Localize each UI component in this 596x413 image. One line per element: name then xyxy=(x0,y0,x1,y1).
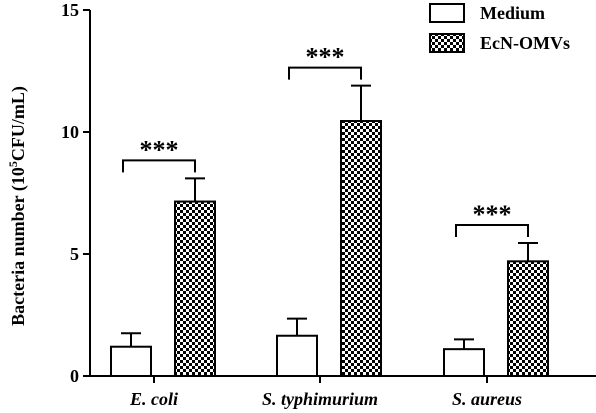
x-tick-label: E. coli xyxy=(129,389,178,409)
y-tick-label: 15 xyxy=(61,0,79,20)
x-tick-label: S. typhimurium xyxy=(262,389,378,409)
legend-label: Medium xyxy=(480,3,545,23)
bar-ecn-omvs xyxy=(340,120,382,377)
legend-label: EcN-OMVs xyxy=(480,33,570,53)
legend: Medium EcN-OMVs xyxy=(429,3,570,53)
bars xyxy=(110,84,549,378)
significance-label: *** xyxy=(140,135,179,164)
significance-bracket xyxy=(122,159,196,173)
y-tick-label: 10 xyxy=(61,122,79,142)
significance-label: *** xyxy=(473,200,512,229)
bar-medium xyxy=(443,348,485,378)
legend-swatch xyxy=(429,3,465,23)
bar-medium xyxy=(110,345,152,378)
x-tick-label: S. aureus xyxy=(452,389,522,409)
significance-label: *** xyxy=(306,43,345,72)
y-axis-label-superscript: 5 xyxy=(6,161,20,167)
significance-bracket xyxy=(455,224,529,238)
significance-bracket xyxy=(288,66,362,80)
bar-ecn-omvs xyxy=(174,200,216,377)
significance-marks: *** *** *** xyxy=(122,43,529,238)
legend-swatch xyxy=(429,33,465,53)
y-tick-label: 0 xyxy=(70,366,79,386)
y-axis-label: Bacteria number (105CFU/mL) xyxy=(6,86,29,326)
y-axis-label-unit: CFU/mL) xyxy=(8,86,29,161)
y-axis-label-main: Bacteria number (10 xyxy=(8,167,29,326)
bar-medium xyxy=(276,334,318,377)
y-tick-label: 5 xyxy=(70,244,79,264)
bar-ecn-omvs xyxy=(507,260,549,378)
